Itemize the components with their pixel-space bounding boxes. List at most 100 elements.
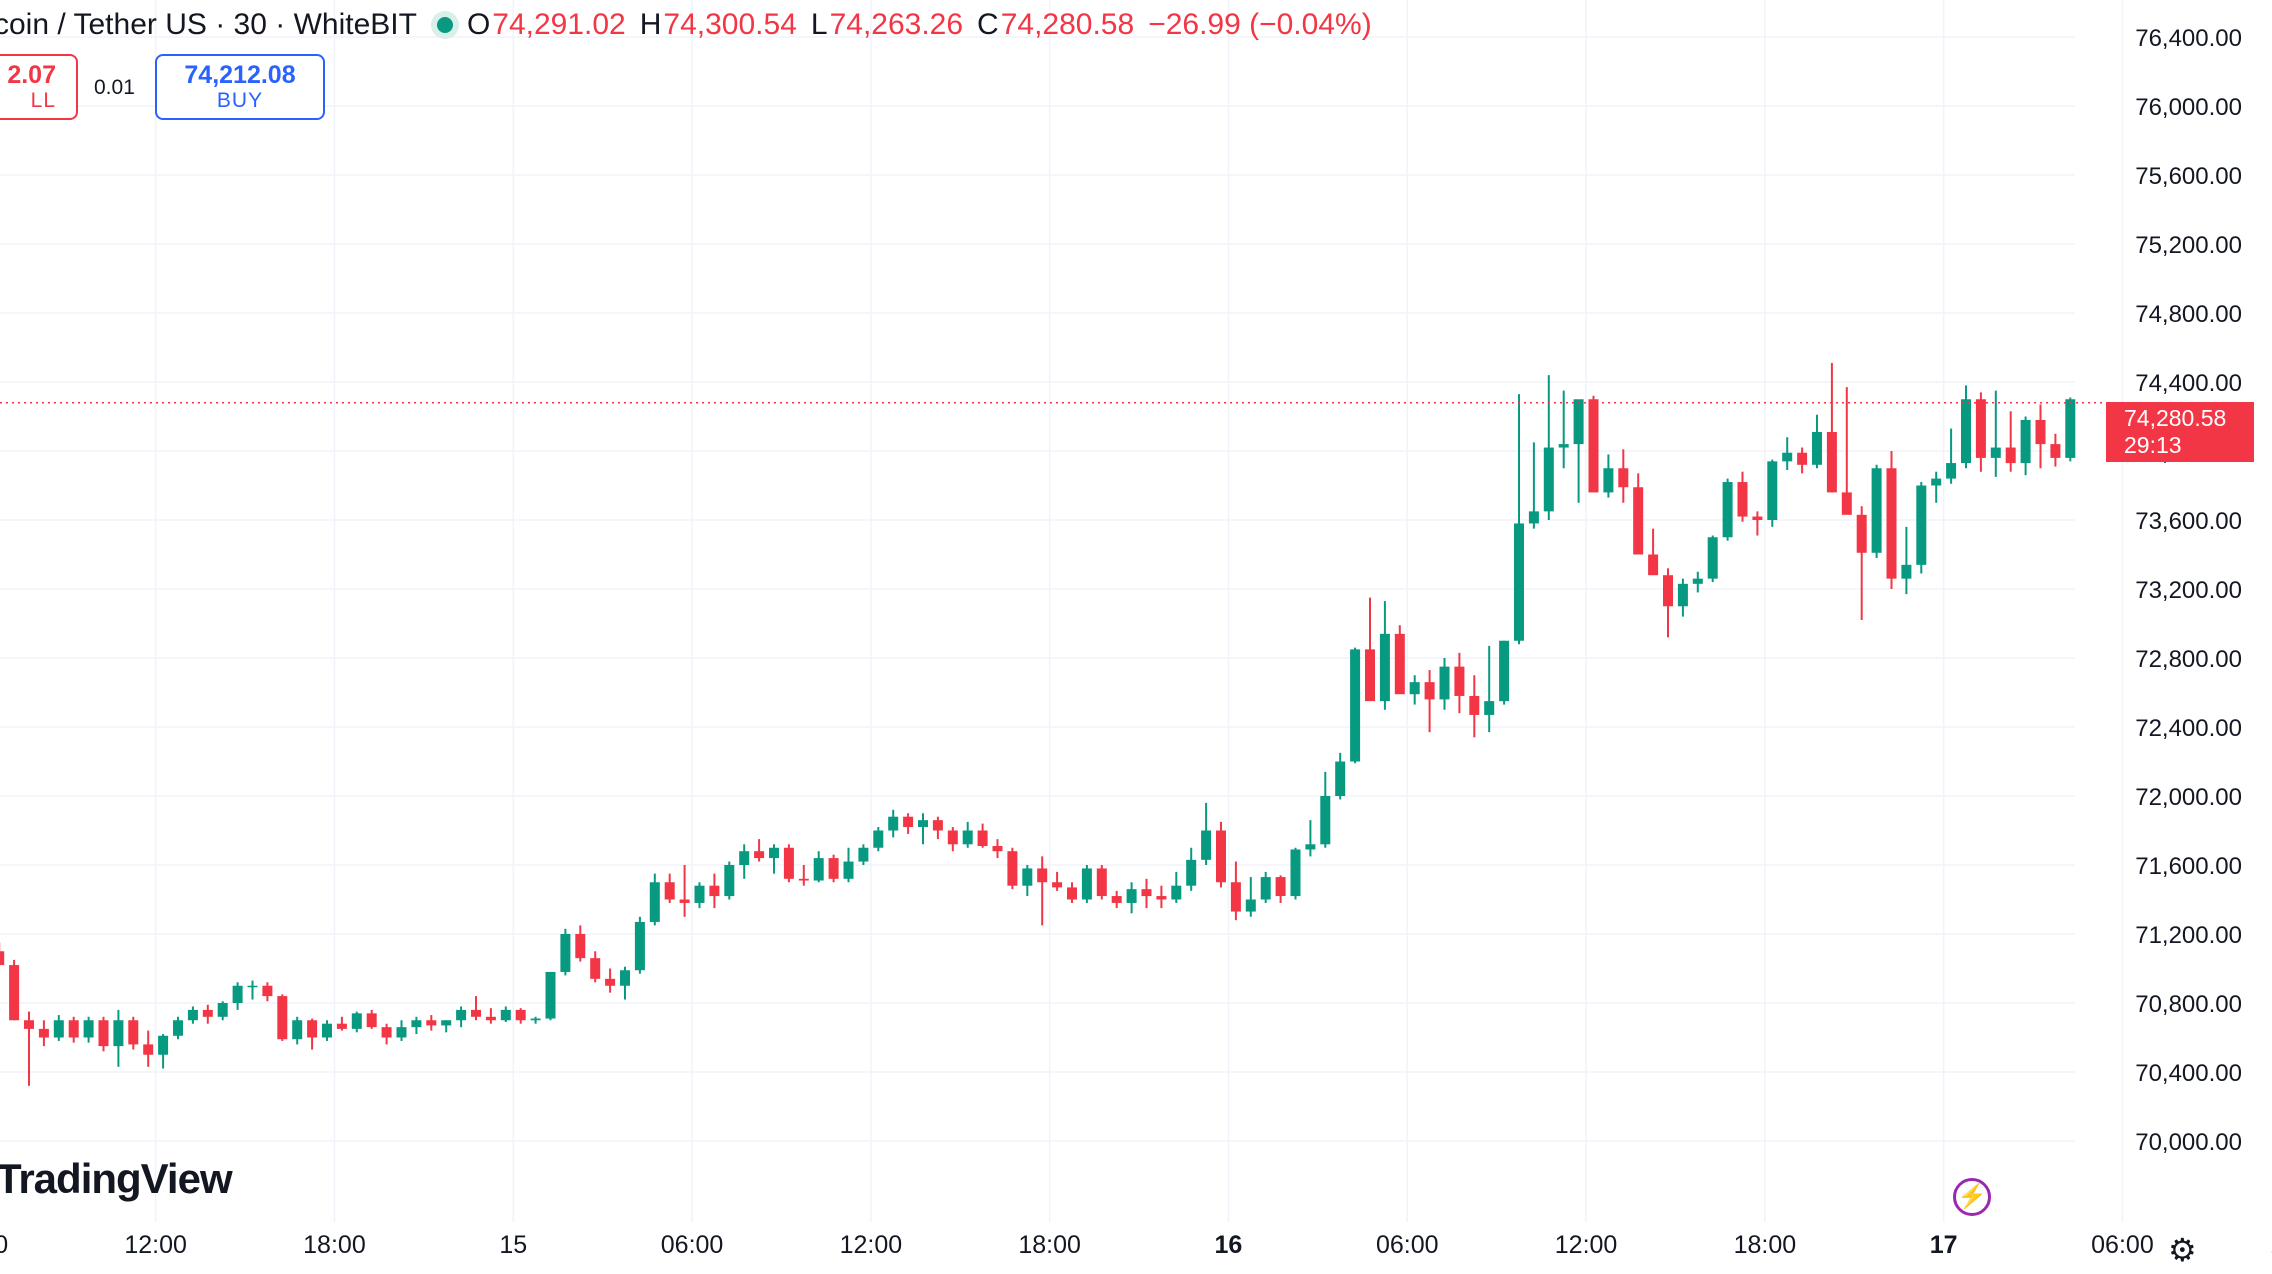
y-tick-label: 74,800.00 (2135, 301, 2242, 328)
sell-label: LL (30, 89, 56, 112)
candle (292, 1016, 303, 1045)
candle (1886, 451, 1897, 589)
candle-body (1975, 399, 1986, 458)
y-tick-label: 76,000.00 (2135, 94, 2242, 121)
candle (1424, 670, 1435, 733)
candle (1648, 528, 1659, 576)
lightning-icon[interactable]: ⚡ (1953, 1178, 1991, 1216)
candle (1990, 390, 2001, 477)
candle (1484, 645, 1495, 733)
candle-body (351, 1013, 362, 1029)
candle-body (83, 1020, 94, 1038)
candle (1156, 885, 1167, 909)
candle-body (53, 1020, 64, 1038)
candle (932, 816, 943, 840)
candle-body (1558, 444, 1569, 448)
candle (366, 1009, 377, 1029)
candle (1856, 506, 1867, 621)
candle (1916, 482, 1927, 574)
gear-icon[interactable]: ⚙ (2168, 1232, 2197, 1268)
candle (992, 839, 1003, 859)
candle-body (1111, 896, 1122, 903)
candle-body (798, 878, 809, 881)
candle (98, 1016, 109, 1052)
y-tick-label: 72,000.00 (2135, 784, 2242, 811)
candle (1245, 877, 1256, 917)
candle (1037, 856, 1048, 926)
candle-body (277, 996, 288, 1040)
candle (113, 1009, 124, 1067)
candle-body (113, 1020, 124, 1047)
buy-button[interactable]: 74,212.08 BUY (155, 54, 325, 120)
candle (2005, 411, 2016, 472)
candle-body (9, 965, 20, 1021)
candle-body (903, 816, 914, 828)
candle-body (1439, 666, 1450, 700)
candle (1305, 820, 1316, 857)
x-tick-label: 12:00 (124, 1231, 187, 1259)
candle (500, 1006, 511, 1022)
candle-body (217, 1003, 228, 1017)
y-tick-label: 71,200.00 (2135, 922, 2242, 949)
candle (590, 951, 601, 983)
tradingview-watermark[interactable]: TradingView (0, 1155, 233, 1202)
candle-body (709, 885, 720, 897)
candle-body (1826, 432, 1837, 493)
candle (232, 982, 243, 1010)
candle-body (1618, 468, 1629, 488)
open-value: 74,291.02 (492, 8, 626, 41)
close-value: 74,280.58 (1000, 8, 1135, 41)
sell-button[interactable]: 2.07 LL (0, 54, 78, 120)
candle-body (1007, 851, 1018, 886)
candle (1782, 437, 1793, 470)
high-value: 74,300.54 (663, 8, 797, 41)
candle (1230, 861, 1241, 921)
candle (1022, 865, 1033, 897)
candle-body (1320, 796, 1331, 845)
candle (560, 928, 571, 976)
candle (754, 839, 765, 862)
candle (336, 1016, 347, 1031)
candle (1633, 473, 1644, 555)
candle (1439, 658, 1450, 710)
candle-body (1946, 463, 1957, 479)
candle-body (381, 1027, 392, 1038)
candle (187, 1006, 198, 1024)
candle-body (1201, 830, 1212, 860)
candle-body (560, 934, 571, 972)
y-tick-label: 72,400.00 (2135, 715, 2242, 742)
candle (798, 865, 809, 886)
symbol-title[interactable]: coin / Tether US · 30 · WhiteBIT (0, 8, 417, 41)
candle-body (1156, 896, 1167, 900)
candle-body (1275, 877, 1286, 897)
y-tick-label: 70,400.00 (2135, 1060, 2242, 1087)
low-value: 74,263.26 (829, 8, 964, 41)
candle (1663, 568, 1673, 638)
candle (1946, 428, 1957, 484)
candle-body (1514, 523, 1524, 641)
candle-body (1096, 868, 1107, 897)
candle-body (1603, 468, 1614, 493)
candle (38, 1020, 49, 1047)
candle (1186, 847, 1197, 891)
candle-body (649, 882, 660, 922)
candle-body (1409, 682, 1420, 695)
candle (1201, 802, 1212, 865)
candle (1722, 478, 1733, 541)
candle-body (1692, 578, 1703, 584)
candle (128, 1016, 139, 1050)
candle (1618, 449, 1629, 503)
candle-body (187, 1009, 198, 1021)
candle-body (664, 882, 675, 900)
candle (679, 865, 690, 917)
candle (515, 1008, 526, 1024)
candle-body (366, 1013, 377, 1028)
candle-body (456, 1009, 467, 1021)
candle (1454, 652, 1465, 714)
x-tick-label: 18:00 (303, 1231, 366, 1259)
candle-body (38, 1028, 49, 1038)
candle-body (1171, 885, 1182, 900)
candle (1588, 395, 1599, 493)
candle-body (888, 816, 899, 831)
